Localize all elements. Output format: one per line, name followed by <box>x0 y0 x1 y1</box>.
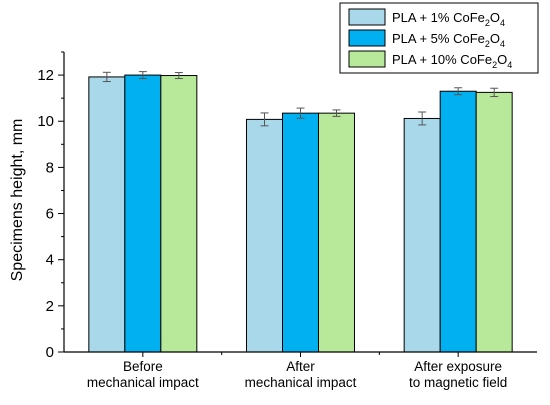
error-bar-1-2 <box>332 109 341 117</box>
legend-swatch-1 <box>348 29 386 47</box>
legend-label-1: PLA + 5% CoFe2O4 <box>392 31 505 49</box>
error-bar-0-0 <box>102 71 111 83</box>
bar-1-1 <box>282 112 319 353</box>
legend-item-0: PLA + 1% CoFe2O4 <box>348 8 505 28</box>
bar-2-2 <box>475 91 513 353</box>
error-bar-2-2 <box>490 87 499 98</box>
y-tick-label-4: 4 <box>46 252 54 269</box>
y-tick-label-2: 2 <box>46 298 54 315</box>
error-bar-0-1 <box>138 71 147 80</box>
bar-0-1 <box>124 74 162 353</box>
legend-label-0: PLA + 1% CoFe2O4 <box>392 10 505 28</box>
x-category-label-2-1: to magnetic field <box>409 375 507 390</box>
bar-0-0 <box>88 76 126 353</box>
y-ticks-layer: 0 2 4 6 8 10 12 <box>37 51 64 361</box>
bar-2-1 <box>439 90 477 353</box>
legend-item-2: PLA + 10% CoFe2O4 <box>348 50 512 70</box>
x-category-label-2-0: After exposure <box>414 359 502 374</box>
bar-0-2 <box>160 75 198 353</box>
error-bar-2-1 <box>454 87 463 96</box>
y-tick-label-8: 8 <box>46 159 54 176</box>
error-bar-1-0 <box>260 112 269 127</box>
y-tick-label-6: 6 <box>46 206 54 223</box>
bar-1-2 <box>318 112 355 353</box>
legend-swatch-0 <box>348 8 386 26</box>
y-axis-title: Specimens height, mm <box>9 119 26 282</box>
legend: PLA + 1% CoFe2O4 PLA + 5% CoFe2O4 PLA + 10… <box>339 2 539 74</box>
error-bar-2-0 <box>418 111 427 126</box>
bars-layer <box>88 74 513 353</box>
error-bar-1-1 <box>296 107 305 119</box>
error-bar-0-2 <box>174 72 183 80</box>
x-category-label-0-0: Before <box>123 359 163 374</box>
bar-1-0 <box>246 118 283 353</box>
y-tick-label-10: 10 <box>37 113 54 130</box>
legend-swatch-2 <box>348 50 386 68</box>
y-tick-label-12: 12 <box>37 67 54 84</box>
x-category-label-1-0: After <box>286 359 315 374</box>
legend-item-1: PLA + 5% CoFe2O4 <box>348 29 505 49</box>
x-category-label-0-1: mechanical impact <box>87 375 199 390</box>
legend-label-2: PLA + 10% CoFe2O4 <box>392 52 512 70</box>
x-category-label-1-1: mechanical impact <box>245 375 357 390</box>
y-tick-label-0: 0 <box>46 344 54 361</box>
bar-2-0 <box>403 117 441 353</box>
error-bars-layer <box>102 71 499 127</box>
